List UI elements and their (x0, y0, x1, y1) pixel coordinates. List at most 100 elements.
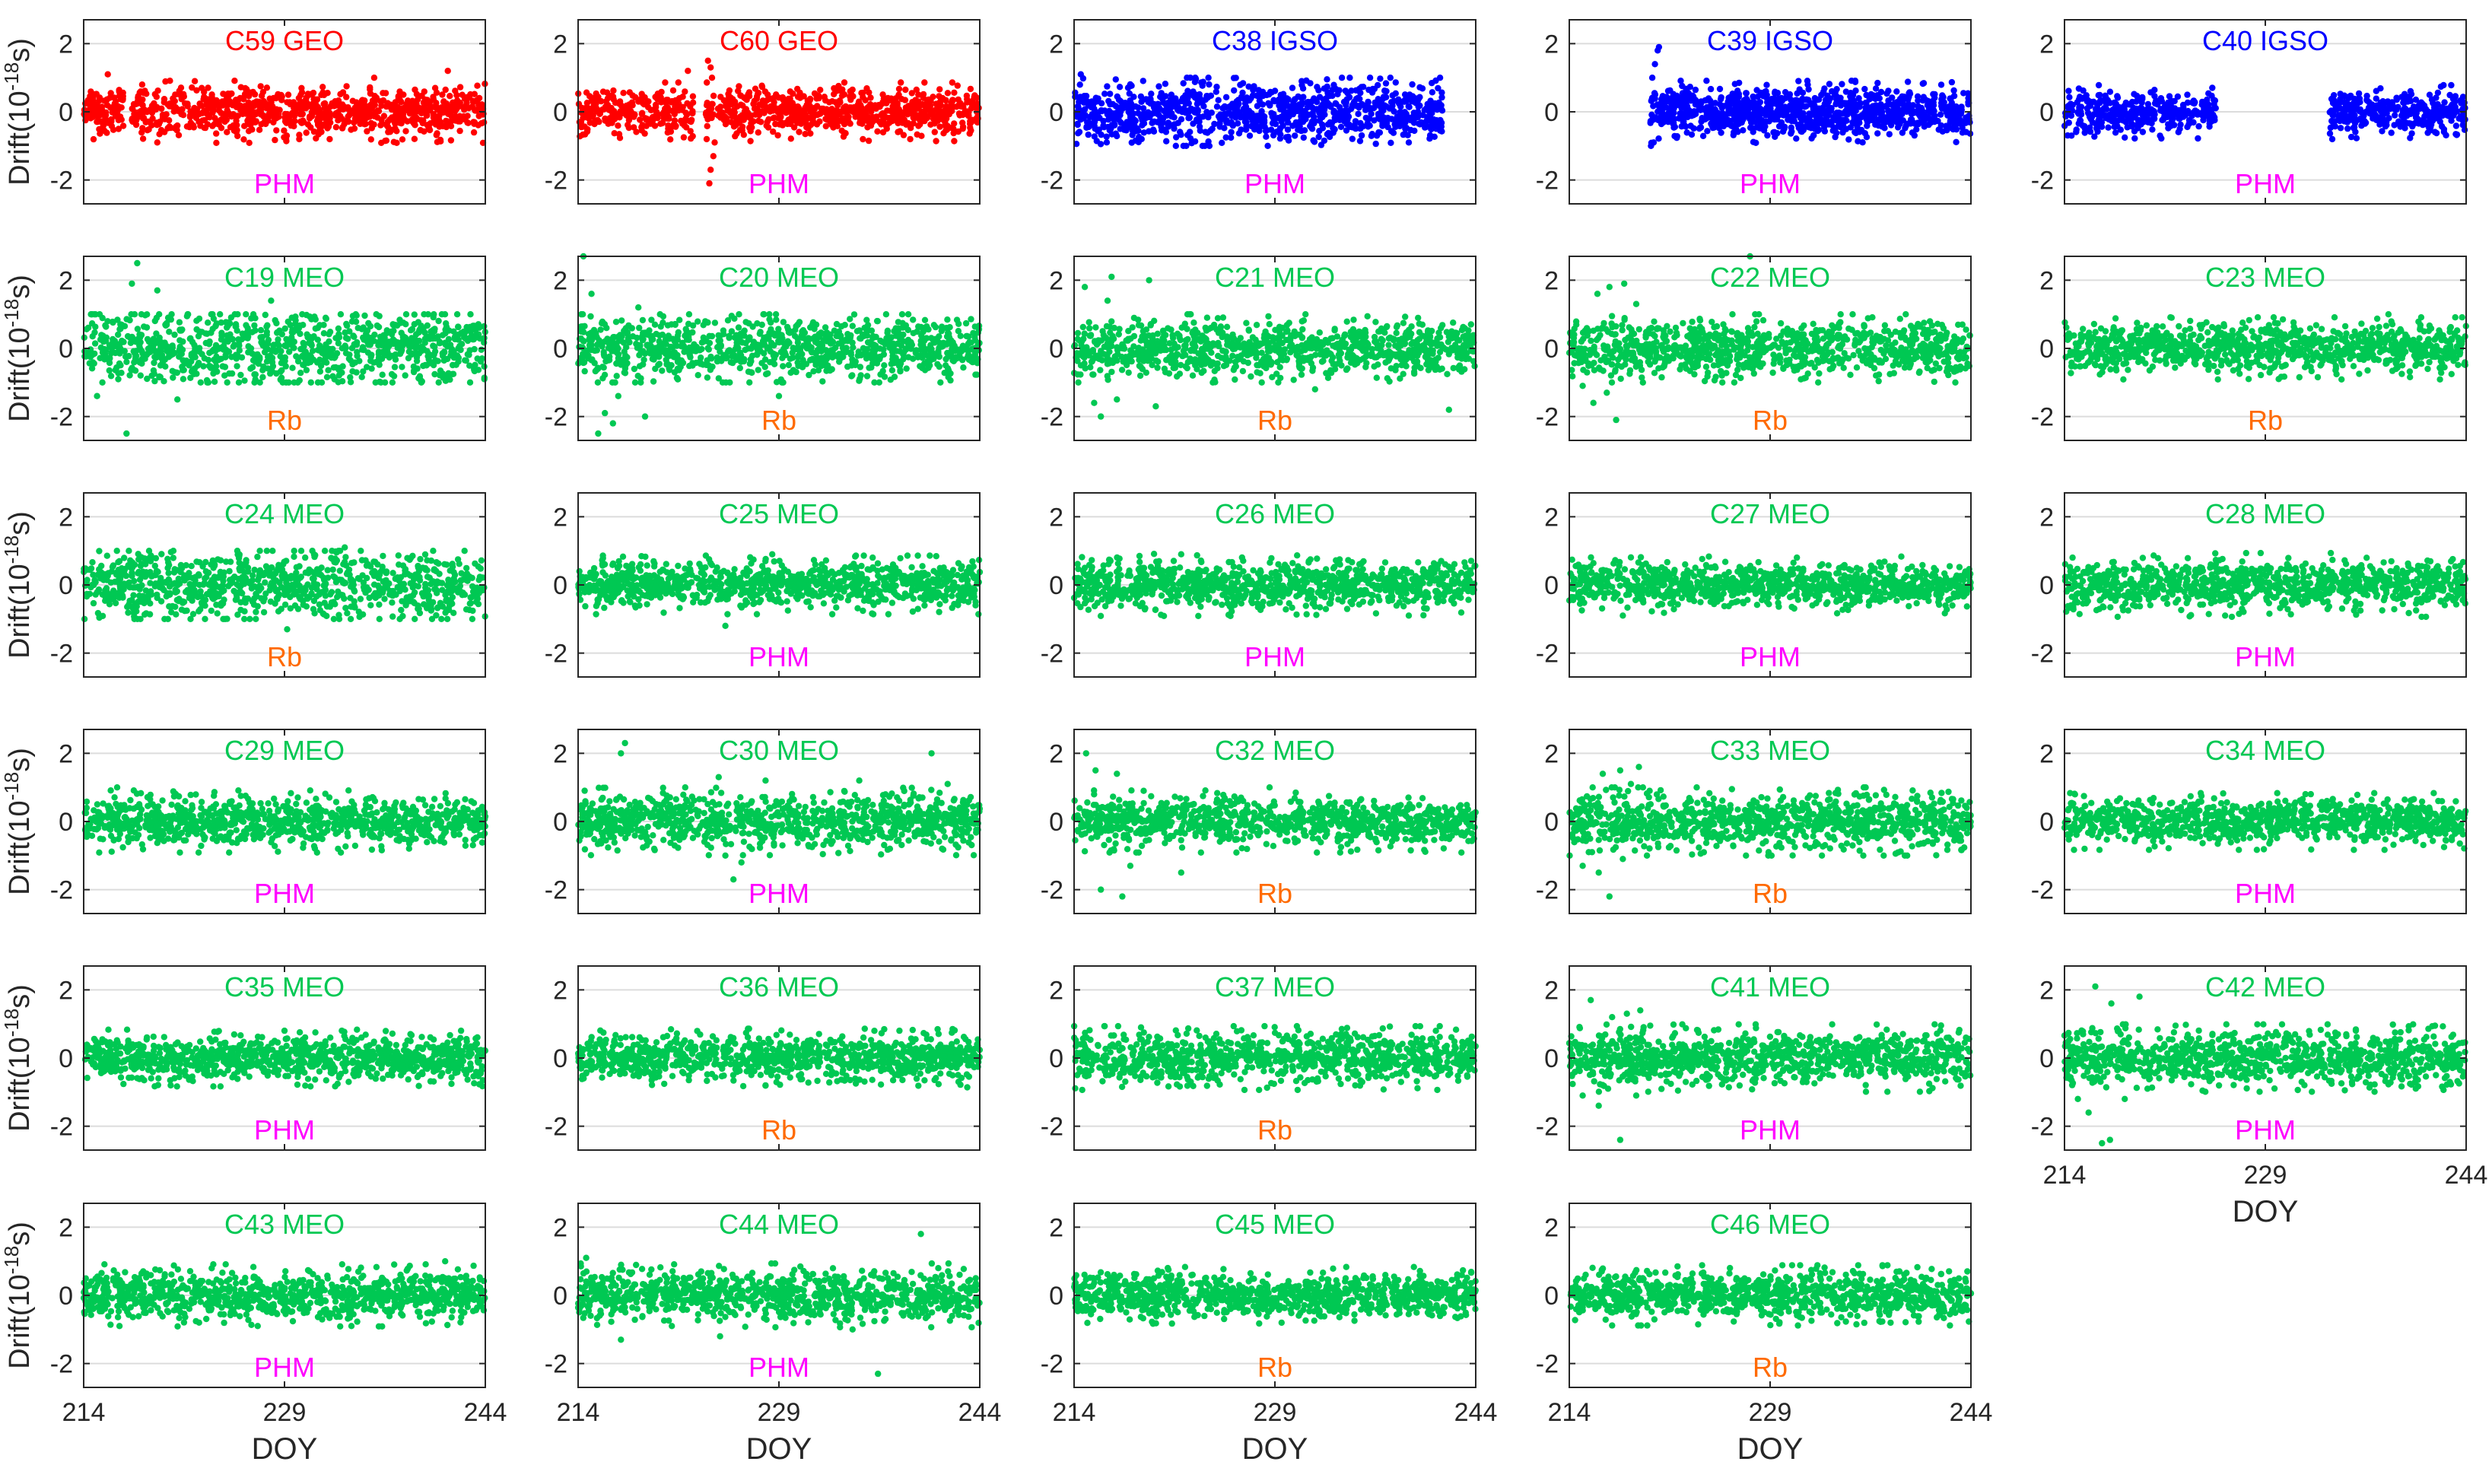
data-point (150, 367, 157, 374)
data-point (351, 125, 358, 132)
data-point (1343, 117, 1349, 125)
data-point (2448, 81, 2455, 89)
data-point (1387, 75, 1394, 81)
data-point (380, 113, 388, 119)
data-point (2131, 135, 2138, 142)
data-point-outlier (1405, 139, 1413, 146)
data-point (475, 113, 482, 119)
data-point (755, 129, 761, 136)
data-point (1127, 97, 1133, 104)
data-point (281, 127, 288, 134)
data-point (2423, 110, 2430, 116)
data-point (369, 97, 377, 104)
data-point (1716, 85, 1724, 93)
data-point (1392, 79, 1400, 86)
data-point (364, 128, 370, 135)
data-point (761, 102, 769, 110)
data-point (2073, 126, 2080, 133)
data-point (2106, 88, 2114, 95)
data-point (1661, 102, 1668, 109)
data-point (1908, 110, 1915, 117)
data-point (1127, 107, 1134, 114)
data-point (667, 128, 675, 135)
data-point (2457, 97, 2464, 104)
data-point (951, 89, 958, 97)
data-point (1889, 101, 1896, 109)
data-point (1228, 129, 1235, 135)
data-point (1344, 90, 1351, 97)
data-point (2103, 106, 2110, 113)
data-point (1198, 79, 1205, 86)
data-point (246, 139, 253, 146)
data-point (704, 100, 710, 106)
data-points (1072, 71, 1446, 149)
data-point (268, 110, 275, 117)
data-point (1117, 119, 1124, 126)
data-point (1711, 124, 1718, 131)
data-point (847, 87, 854, 95)
data-point (843, 114, 850, 121)
data-point (1818, 91, 1825, 99)
data-point (2125, 112, 2132, 119)
data-point (816, 118, 823, 125)
data-point (1674, 135, 1680, 141)
data-point (2149, 108, 2156, 116)
data-point (275, 110, 282, 117)
data-point (2172, 110, 2179, 117)
data-point (1298, 94, 1305, 101)
data-point (1108, 110, 1116, 117)
data-point (2194, 108, 2201, 116)
data-point (456, 127, 463, 135)
data-point (402, 372, 408, 379)
y-tick-label: 0 (1544, 98, 1559, 127)
data-point (1791, 110, 1797, 117)
data-point (204, 379, 211, 386)
y-tick-label: 0 (2039, 98, 2054, 127)
data-point (1657, 115, 1664, 122)
data-point (1743, 95, 1750, 102)
data-point (1931, 94, 1938, 101)
data-point (1937, 122, 1944, 129)
data-point (272, 136, 278, 144)
data-point (1202, 129, 1209, 135)
data-point (149, 115, 156, 122)
data-point (1697, 100, 1705, 107)
data-point (915, 122, 922, 129)
data-point (443, 105, 450, 112)
data-point (1260, 120, 1267, 127)
data-point (2432, 106, 2439, 114)
data-point (1197, 98, 1203, 105)
data-point (346, 112, 353, 119)
data-point (754, 106, 761, 113)
data-point (2352, 129, 2359, 135)
data-point (1904, 78, 1912, 85)
data-point (831, 91, 838, 97)
data-point (1314, 84, 1321, 91)
data-point (211, 101, 218, 108)
data-point (211, 115, 218, 122)
data-point (349, 97, 356, 104)
data-point-outlier (710, 153, 717, 160)
data-point (914, 131, 920, 138)
data-point (1731, 129, 1737, 136)
data-point (113, 109, 120, 116)
data-point (861, 111, 869, 119)
data-point (949, 97, 956, 103)
data-point (1304, 99, 1311, 106)
data-point (1809, 100, 1816, 107)
data-point (1165, 119, 1172, 126)
data-point (1738, 106, 1745, 113)
data-point (445, 110, 452, 117)
data-point (1845, 136, 1852, 143)
data-point (1091, 133, 1098, 140)
data-point (971, 92, 978, 99)
data-point (1810, 132, 1817, 139)
data-point (2153, 97, 2160, 104)
data-point (1754, 94, 1761, 100)
data-point (2093, 125, 2100, 132)
data-point (933, 138, 939, 145)
data-point (1810, 124, 1817, 132)
data-point (1213, 84, 1220, 91)
